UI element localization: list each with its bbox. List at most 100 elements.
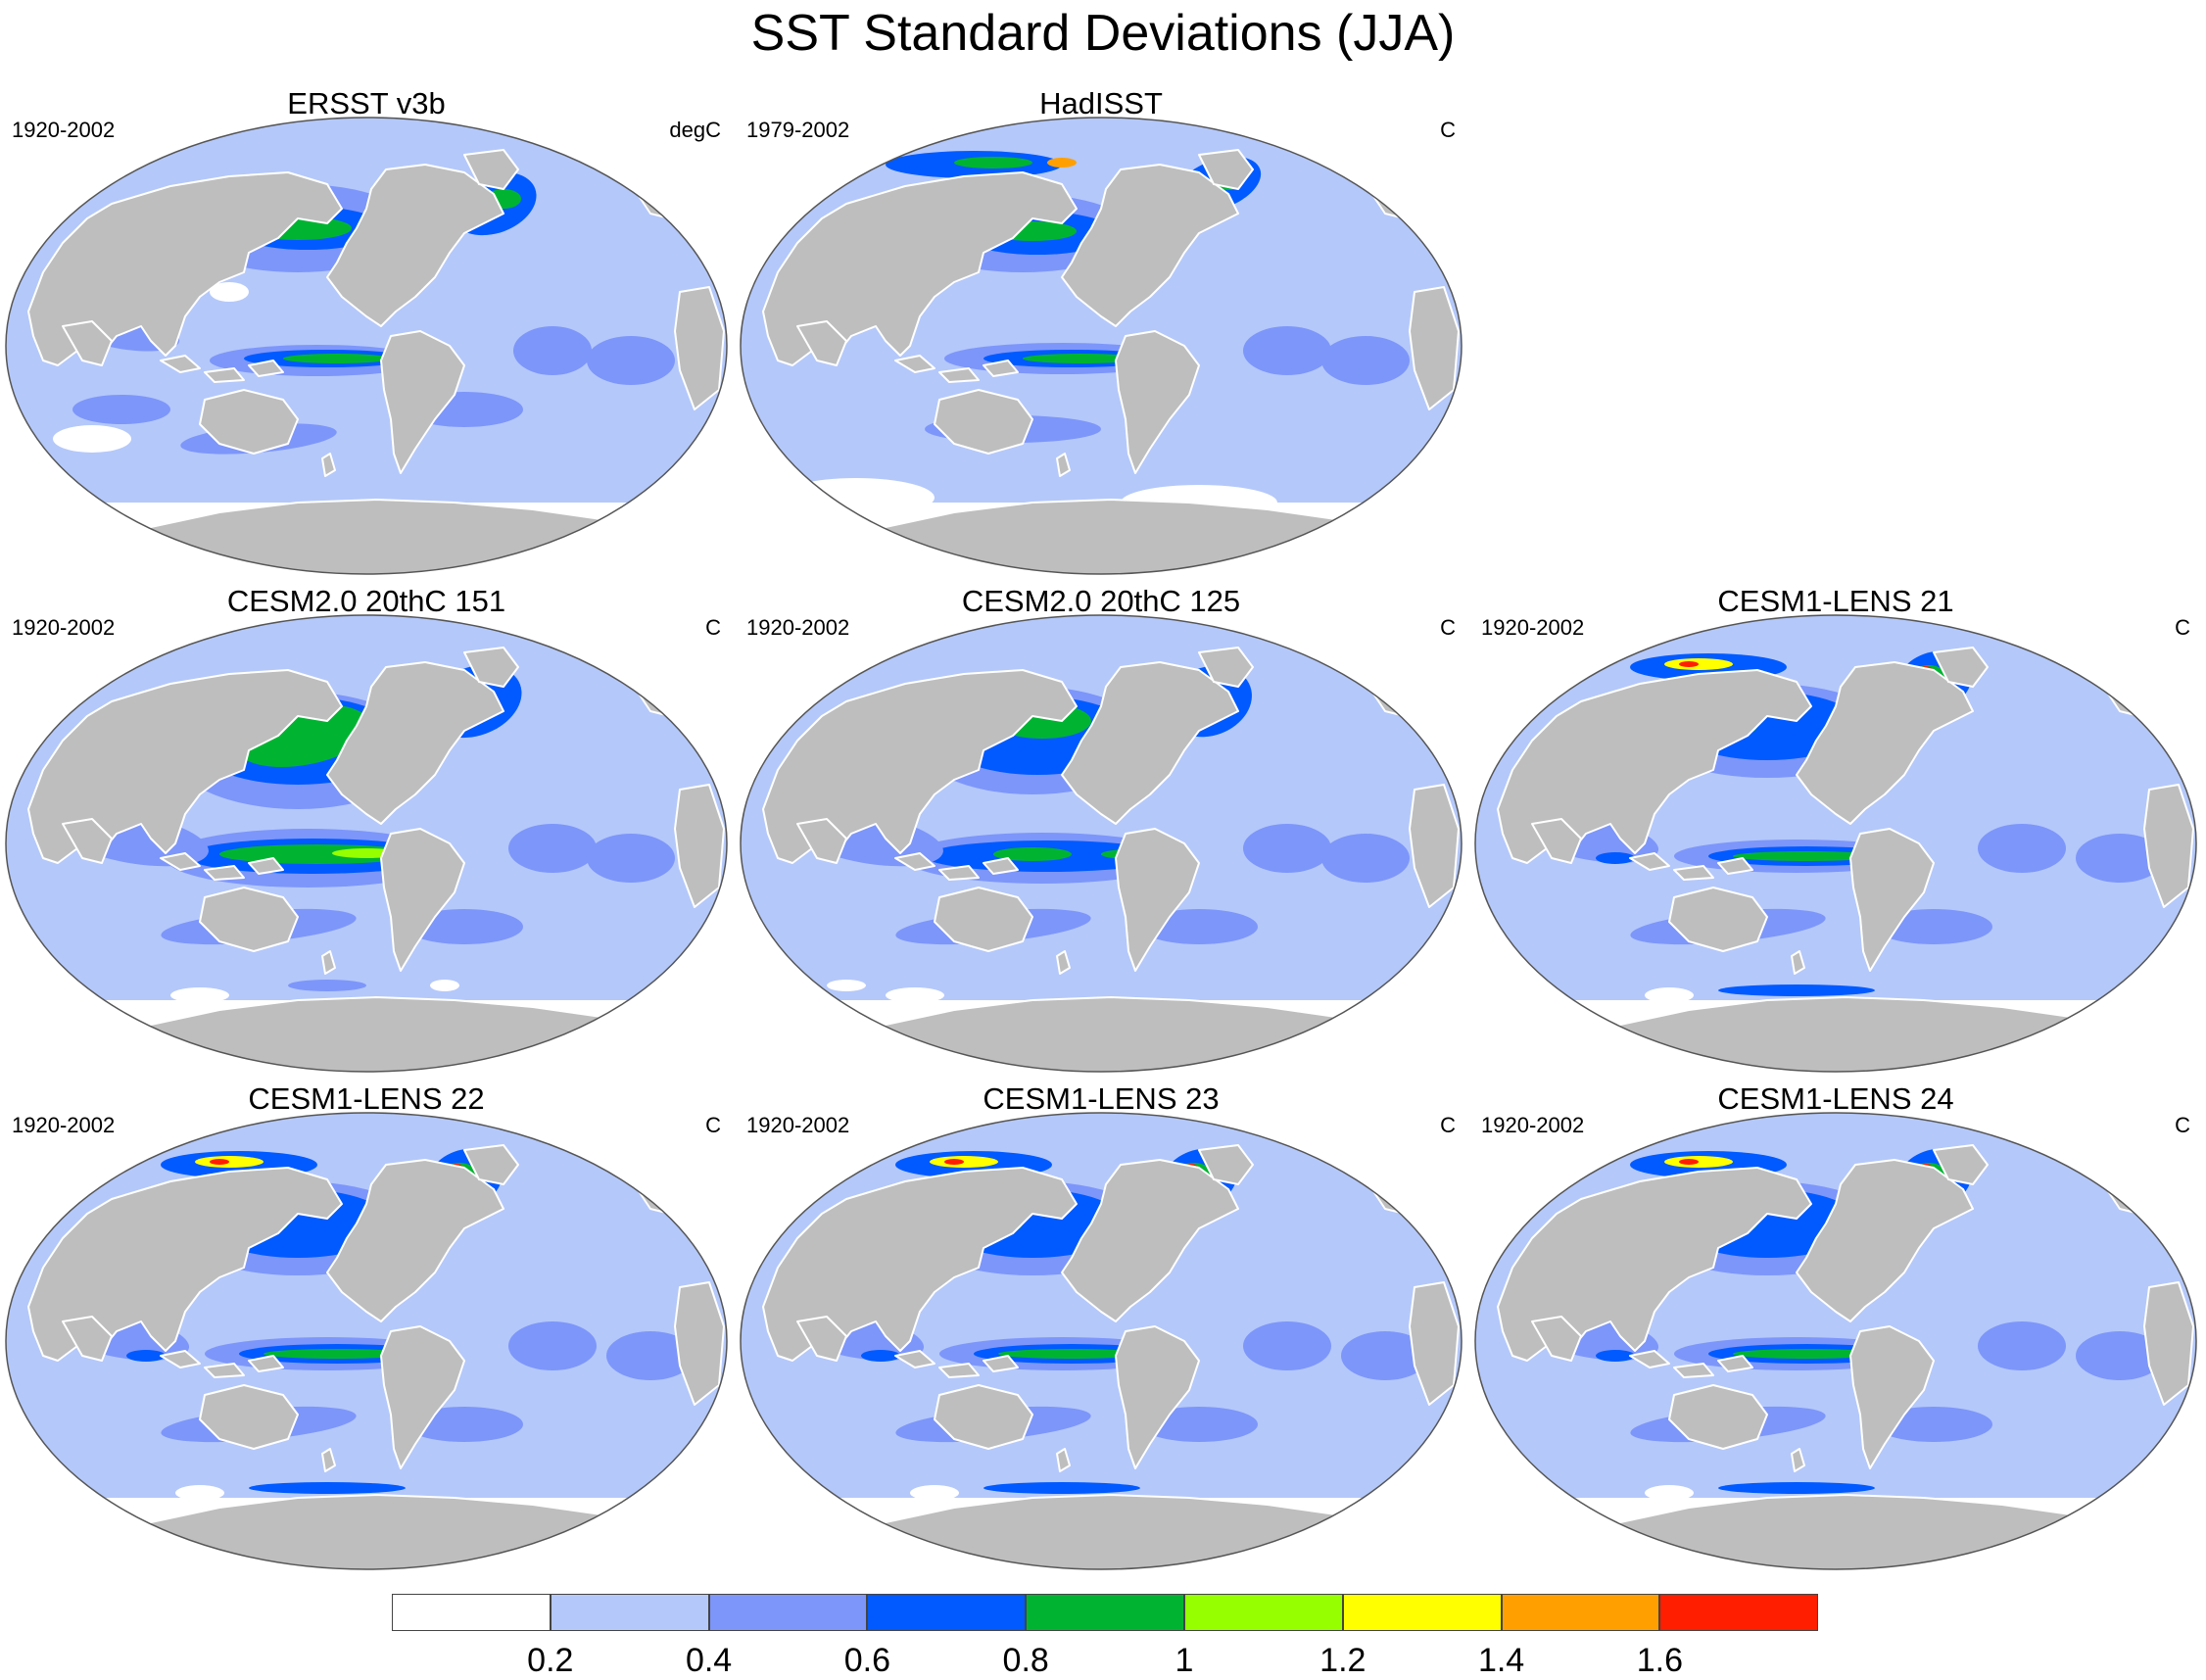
landmass	[674, 286, 725, 410]
landmass	[1849, 1325, 1935, 1469]
landmass	[762, 171, 1078, 366]
sst-contour	[1733, 1349, 1880, 1359]
sst-contour	[210, 282, 249, 302]
landmass	[1673, 865, 1714, 881]
sst-contour	[1243, 824, 1331, 873]
panel-title: CESM1-LENS 24	[1717, 1081, 1954, 1116]
landmass	[62, 818, 113, 864]
sst-contour	[1321, 336, 1410, 385]
landmass	[1198, 149, 1254, 190]
sst-contour	[998, 1349, 1145, 1359]
sst-contour	[1243, 326, 1331, 375]
landmass	[934, 1384, 1033, 1450]
landmass	[1531, 818, 1582, 864]
colorbar-box	[1184, 1594, 1343, 1631]
sst-contour	[1645, 1485, 1694, 1501]
landmass	[938, 367, 980, 383]
landmass	[321, 950, 336, 975]
sst-contour	[1718, 984, 1875, 996]
map-border	[1474, 1112, 2197, 1570]
landmass	[1115, 330, 1200, 474]
landmass	[938, 865, 980, 881]
landmass	[27, 1167, 343, 1362]
sst-contour	[1679, 661, 1699, 667]
landmass	[326, 164, 504, 327]
sst-contour	[910, 1485, 959, 1501]
sst-contour	[861, 1350, 900, 1362]
world-map	[1474, 1112, 2197, 1570]
landmass	[983, 360, 1019, 377]
landmass	[1061, 1159, 1239, 1322]
landmass	[204, 865, 245, 881]
landmass	[1409, 784, 1460, 908]
world-map	[5, 117, 728, 575]
sst-contour	[72, 395, 170, 424]
sst-contour	[1047, 158, 1077, 168]
colorbar-box	[392, 1594, 551, 1631]
landmass	[1668, 887, 1768, 952]
landmass	[938, 1363, 980, 1378]
panel-title: ERSST v3b	[287, 86, 446, 120]
map-panel-lens-21: CESM1-LENS 21 1920-2002 C	[1473, 584, 2198, 1074]
map-layer	[6, 615, 727, 1072]
panel-units: C	[2175, 1113, 2190, 1137]
panel-title: CESM1-LENS 23	[983, 1081, 1220, 1116]
landmass	[934, 887, 1033, 952]
map-layer	[741, 118, 1462, 574]
panel-units: C	[1440, 118, 1456, 142]
sst-contour	[283, 354, 391, 363]
colorbar-box	[1501, 1594, 1660, 1631]
landmass	[934, 389, 1033, 455]
panel-units: C	[2175, 615, 2190, 640]
landmass	[762, 669, 1078, 864]
landmass	[199, 1384, 299, 1450]
colorbar-box	[708, 1594, 868, 1631]
colorbar-box	[1342, 1594, 1502, 1631]
landmass	[326, 661, 504, 825]
landmass	[1409, 1281, 1460, 1406]
map-layer	[6, 118, 727, 574]
sst-contour	[2076, 1331, 2164, 1380]
map-panel-lens-22: CESM1-LENS 22 1920-2002 C	[4, 1081, 729, 1571]
panel-years: 1920-2002	[1481, 615, 1585, 640]
landmass	[2143, 784, 2194, 908]
sst-contour	[778, 478, 935, 517]
sst-contour	[1978, 1321, 2066, 1370]
landmass	[199, 887, 299, 952]
sst-contour	[1978, 824, 2066, 873]
sst-contour	[1718, 1482, 1875, 1494]
sst-contour	[606, 1331, 695, 1380]
panel-years: 1920-2002	[1481, 1113, 1585, 1137]
map-panel-lens-24: CESM1-LENS 24 1920-2002 C	[1473, 1081, 2198, 1571]
landmass	[199, 389, 299, 455]
landmass	[204, 367, 245, 383]
map-panel-cesm2-151: CESM2.0 20thC 151 1920-2002 C	[4, 584, 729, 1074]
map-border	[740, 1112, 1463, 1570]
landmass	[1409, 286, 1460, 410]
map-border	[5, 614, 728, 1073]
sst-contour	[1321, 834, 1410, 883]
landmass	[1673, 1363, 1714, 1378]
landmass	[1717, 857, 1753, 875]
landmass	[1629, 852, 1670, 871]
panel-title: CESM2.0 20thC 125	[961, 584, 1241, 618]
landmass	[321, 1448, 336, 1472]
landmass	[463, 647, 519, 688]
landmass	[1497, 669, 1812, 864]
landmass	[380, 828, 465, 972]
map-panel-hadisst: HadISST 1979-2002 C	[739, 86, 1463, 576]
panel-years: 1920-2002	[12, 118, 116, 142]
sst-contour	[508, 1321, 597, 1370]
landmass	[326, 1159, 504, 1322]
landmass	[1056, 950, 1071, 975]
world-map	[5, 614, 728, 1073]
sst-contour	[513, 326, 592, 375]
map-layer	[1475, 615, 2196, 1072]
landmass	[1791, 1448, 1805, 1472]
sst-contour	[1733, 851, 1880, 861]
sst-contour	[993, 847, 1072, 861]
main-title: SST Standard Deviations (JJA)	[750, 5, 1456, 62]
sst-contour	[587, 834, 675, 883]
sst-contour	[983, 1482, 1140, 1494]
panel-years: 1920-2002	[746, 1113, 850, 1137]
